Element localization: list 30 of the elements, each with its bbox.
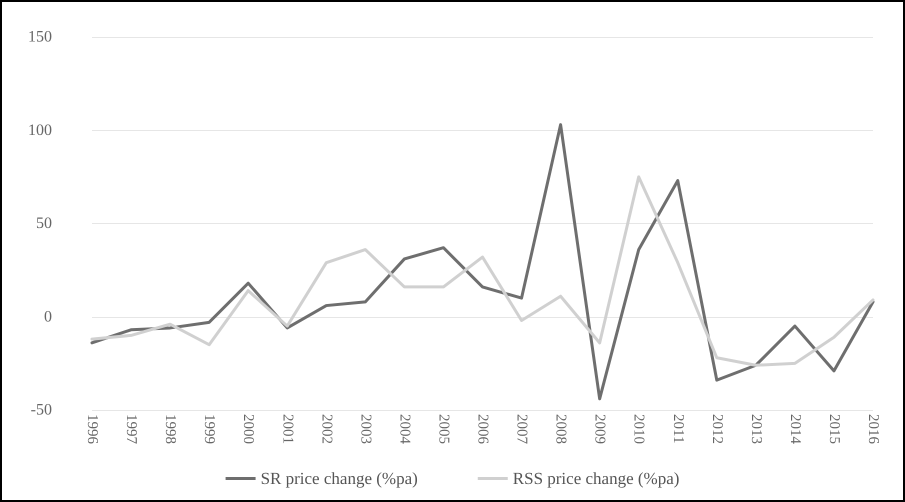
x-tick-label: 2007 xyxy=(514,414,530,444)
x-tick-label: 2015 xyxy=(826,414,842,444)
x-tick-label: 2013 xyxy=(748,414,764,444)
y-tick-label: 0 xyxy=(44,308,52,326)
x-tick-label: 1998 xyxy=(162,414,178,444)
x-tick-label: 2010 xyxy=(630,414,647,444)
y-tick-label: 100 xyxy=(28,122,52,139)
line-series xyxy=(90,175,874,367)
y-tick-label: 150 xyxy=(28,28,52,46)
x-tick-label: 2014 xyxy=(786,414,803,444)
x-tick-label: 2005 xyxy=(435,414,452,444)
x-tick-label: 2008 xyxy=(552,414,569,444)
legend-label: SR price change (%pa) xyxy=(260,469,418,488)
x-tick-label: 2002 xyxy=(318,414,334,444)
x-tick-label: 1996 xyxy=(84,414,100,444)
x-tick-label: 1999 xyxy=(201,414,218,444)
x-tick-label: 2011 xyxy=(670,414,686,444)
x-tick-label: 2009 xyxy=(592,414,608,444)
x-tick-label: 2001 xyxy=(279,414,296,444)
y-tick-label: 50 xyxy=(36,215,52,232)
legend-label: RSS price change (%pa) xyxy=(512,469,680,488)
y-tick-label: -50 xyxy=(30,402,52,418)
x-tick-label: 2004 xyxy=(396,414,412,444)
x-tick-label: 2016 xyxy=(865,414,881,444)
line-series xyxy=(90,123,874,400)
x-tick-label: 2006 xyxy=(474,414,490,444)
x-tick-label: 1997 xyxy=(123,414,140,444)
x-tick-label: 2012 xyxy=(708,414,725,444)
x-tick-label: 2000 xyxy=(240,414,256,444)
x-tick-label: 2003 xyxy=(357,414,374,444)
